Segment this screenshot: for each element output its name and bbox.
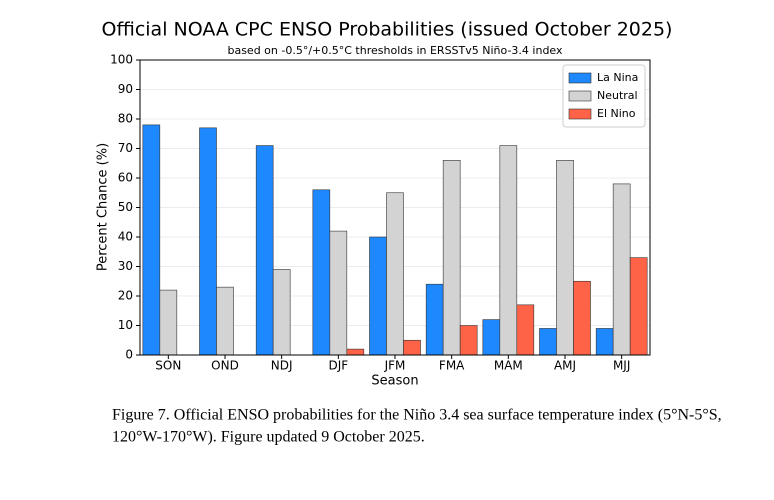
bar [629, 257, 648, 356]
y-tick-label: 100 [110, 53, 133, 67]
bar [142, 124, 161, 356]
y-tick-label: 90 [118, 82, 133, 96]
y-tick-label: 40 [118, 230, 133, 244]
legend-swatch [568, 72, 592, 84]
legend-swatch [568, 108, 592, 120]
y-tick-label: 30 [118, 259, 133, 273]
y-tick-label: 50 [118, 200, 133, 214]
x-tick-label: SON [155, 359, 181, 373]
bar [255, 145, 274, 356]
y-tick-label: 0 [125, 348, 133, 362]
legend-swatch [568, 90, 592, 102]
x-tick-label: NDJ [271, 359, 293, 373]
x-axis-label: Season [371, 374, 418, 389]
bar [216, 286, 234, 356]
caption-line: 120°W-170°W). Figure updated 9 October 2… [112, 429, 425, 446]
y-tick-label: 10 [118, 318, 133, 332]
bar [272, 269, 291, 356]
bar [459, 325, 478, 356]
bar [482, 319, 501, 356]
y-tick-label: 20 [118, 289, 133, 303]
bar [159, 289, 178, 356]
y-tick-label: 70 [118, 141, 133, 155]
bar [573, 280, 591, 356]
caption-line: Figure 7. Official ENSO probabilities fo… [112, 407, 722, 424]
bar [425, 283, 444, 356]
bar [346, 348, 365, 356]
x-tick-label: AMJ [554, 359, 576, 373]
legend-label: La Nina [597, 71, 638, 84]
bar [403, 339, 421, 356]
bar [556, 160, 574, 356]
bar [329, 230, 348, 356]
y-tick-label: 60 [118, 171, 133, 185]
plot-frame [139, 59, 651, 356]
bar [516, 304, 535, 356]
bar [312, 189, 331, 356]
legend-label: Neutral [597, 89, 638, 102]
x-tick-label: FMA [439, 359, 465, 373]
chart-title: Official NOAA CPC ENSO Probabilities (is… [102, 19, 673, 41]
bar [199, 127, 217, 356]
bar [499, 145, 518, 356]
bar [386, 192, 404, 356]
x-tick-label: OND [211, 359, 239, 373]
x-tick-label: MAM [494, 359, 523, 373]
x-tick-label: JFM [384, 359, 406, 373]
x-tick-label: DJF [328, 359, 348, 373]
x-tick-label: MJJ [613, 359, 630, 373]
legend-label: El Nino [597, 107, 636, 120]
bar [612, 183, 631, 356]
bar [442, 160, 461, 356]
y-tick-label: 80 [118, 112, 133, 126]
bar [539, 328, 557, 356]
chart-subtitle: based on -0.5°/+0.5°C thresholds in ERSS… [227, 44, 563, 57]
y-axis-label: Percent Chance (%) [96, 143, 111, 271]
bar [595, 328, 614, 356]
bar [369, 236, 387, 356]
